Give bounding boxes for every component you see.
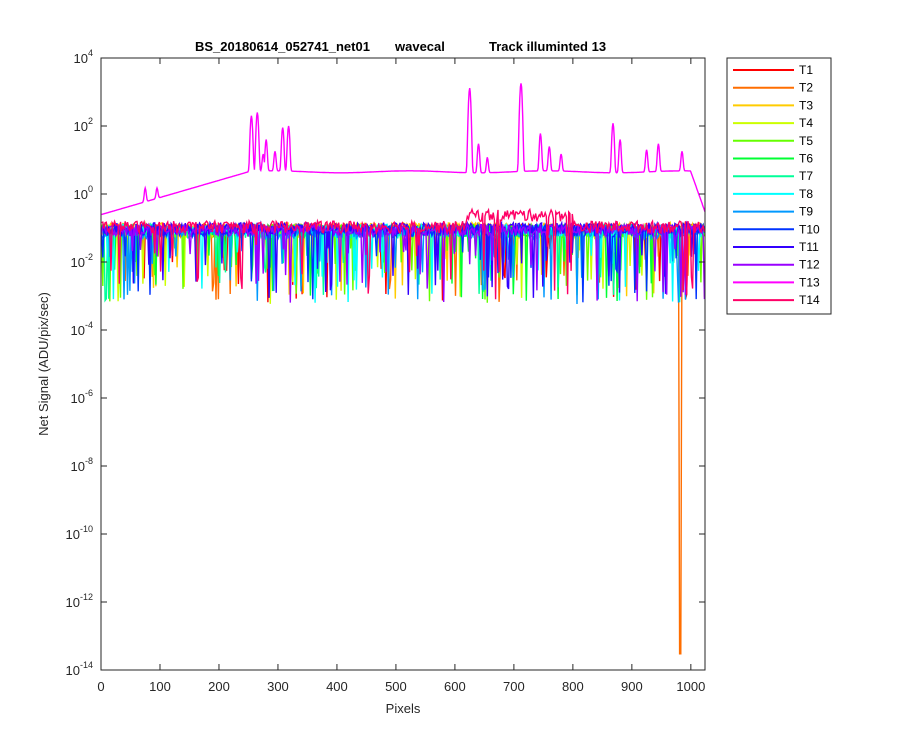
legend: T1 T2 T3 T4 T5 T6 T7 T8 T9 T10 T11 T12 T13 T14 xyxy=(726,57,832,315)
legend-label-t5: T5 xyxy=(799,134,813,148)
y-tick-label: 10-4 xyxy=(71,320,93,338)
x-axis-label: Pixels xyxy=(386,701,421,716)
y-axis-label: Net Signal (ADU/pix/sec) xyxy=(36,292,51,436)
legend-label-t12: T12 xyxy=(799,258,820,272)
chart-title-part-3: Track illuminted 13 xyxy=(489,39,606,54)
legend-label-t9: T9 xyxy=(799,205,813,219)
legend-box xyxy=(726,57,832,315)
ticks-layer: 0 100 200 300 400 500 600 700 800 900 1000 10-14 10-… xyxy=(66,48,706,694)
legend-label-t11: T11 xyxy=(799,240,819,254)
legend-label-t2: T2 xyxy=(799,81,813,95)
x-tick-label: 400 xyxy=(326,679,348,694)
y-tick-label: 104 xyxy=(74,48,93,66)
legend-label-t13: T13 xyxy=(799,275,820,289)
y-tick-label: 10-10 xyxy=(66,524,93,542)
series-layer xyxy=(100,83,706,655)
y-tick-label: 10-8 xyxy=(71,456,93,474)
legend-label-t10: T10 xyxy=(799,222,820,236)
x-tick-label: 1000 xyxy=(676,679,705,694)
chart-title-part-1: BS_20180614_052741_net01 xyxy=(195,39,370,54)
y-tick-label: 10-2 xyxy=(71,252,93,270)
chart-title-part-2: wavecal xyxy=(394,39,445,54)
x-tick-label: 800 xyxy=(562,679,584,694)
x-tick-label: 700 xyxy=(503,679,525,694)
series-line-t14 xyxy=(101,207,706,300)
x-tick-label: 200 xyxy=(208,679,230,694)
x-tick-label: 100 xyxy=(149,679,171,694)
legend-label-t8: T8 xyxy=(799,187,813,201)
y-tick-label: 100 xyxy=(74,184,93,202)
x-tick-label: 900 xyxy=(621,679,643,694)
legend-label-t4: T4 xyxy=(799,116,813,130)
legend-label-t3: T3 xyxy=(799,98,813,112)
y-tick-label: 10-12 xyxy=(66,592,93,610)
x-tick-label: 300 xyxy=(267,679,289,694)
y-tick-label: 102 xyxy=(74,116,93,134)
legend-label-t1: T1 xyxy=(799,63,813,77)
series-line-t13 xyxy=(101,83,706,216)
y-tick-label: 10-14 xyxy=(66,660,93,678)
legend-label-t6: T6 xyxy=(799,152,813,166)
plot-frame xyxy=(100,57,706,671)
legend-label-t14: T14 xyxy=(799,293,820,307)
x-tick-label: 600 xyxy=(444,679,466,694)
x-tick-label: 500 xyxy=(385,679,407,694)
y-tick-label: 10-6 xyxy=(71,388,93,406)
x-tick-label: 0 xyxy=(97,679,104,694)
legend-label-t7: T7 xyxy=(799,169,813,183)
